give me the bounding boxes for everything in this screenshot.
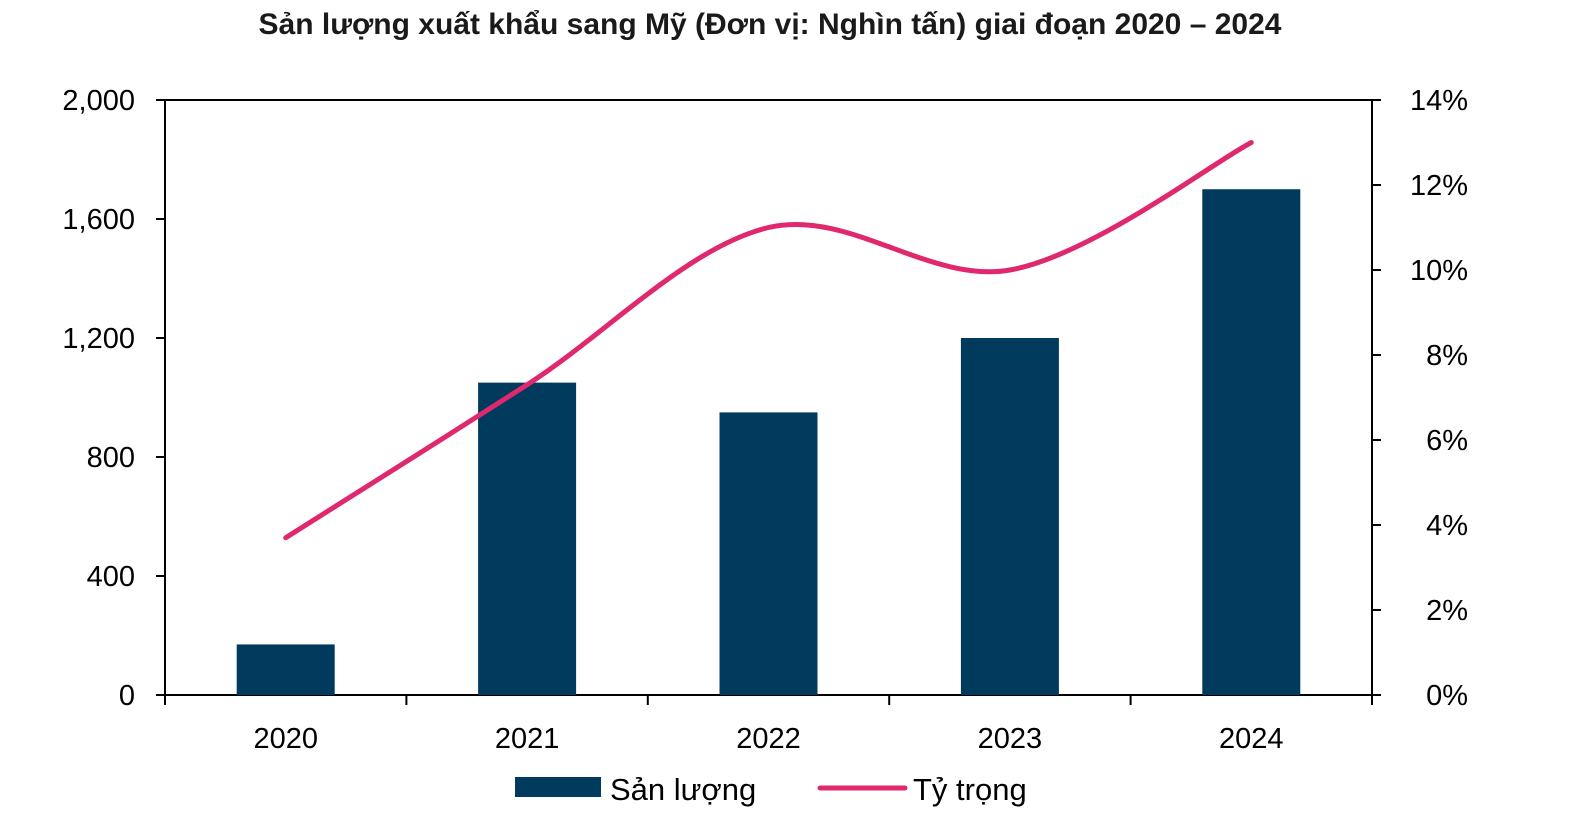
bar-2022: [719, 412, 818, 695]
y-right-tick-label: 2%: [1426, 595, 1468, 627]
bar-2021: [478, 382, 577, 695]
legend-swatch-san-luong: [515, 777, 601, 797]
y-right-tick-label: 10%: [1410, 255, 1468, 287]
y-left-tick-label: 1,200: [62, 323, 135, 355]
y-left-tick-label: 1,600: [62, 204, 135, 236]
legend-label-san-luong: Sản lượng: [610, 772, 756, 807]
y-right-tick-label: 0%: [1426, 680, 1468, 712]
bar-2023: [960, 338, 1059, 695]
y-right-tick-label: 8%: [1426, 340, 1468, 372]
y-right-tick-label: 6%: [1426, 425, 1468, 457]
y-right-tick-label: 4%: [1426, 510, 1468, 542]
bar-2020: [236, 644, 335, 695]
y-left-tick-label: 800: [87, 442, 135, 474]
legend-label-ty-trong: Tỷ trọng: [913, 772, 1027, 807]
y-left-tick-label: 400: [87, 561, 135, 593]
x-tick-label-2020: 2020: [253, 723, 318, 755]
x-tick-label-2024: 2024: [1219, 723, 1284, 755]
x-tick-label-2021: 2021: [495, 723, 560, 755]
y-left-tick-label: 2,000: [62, 85, 135, 117]
y-left-tick-label: 0: [119, 680, 135, 712]
bar-2024: [1202, 189, 1301, 695]
chart-title: Sản lượng xuất khẩu sang Mỹ (Đơn vị: Ngh…: [258, 8, 1282, 41]
line-series-ty-trong: [283, 140, 1254, 541]
y-right-tick-label: 12%: [1410, 170, 1468, 202]
y-right-tick-label: 14%: [1410, 85, 1468, 117]
x-tick-label-2023: 2023: [978, 723, 1043, 755]
x-tick-label-2022: 2022: [736, 723, 801, 755]
